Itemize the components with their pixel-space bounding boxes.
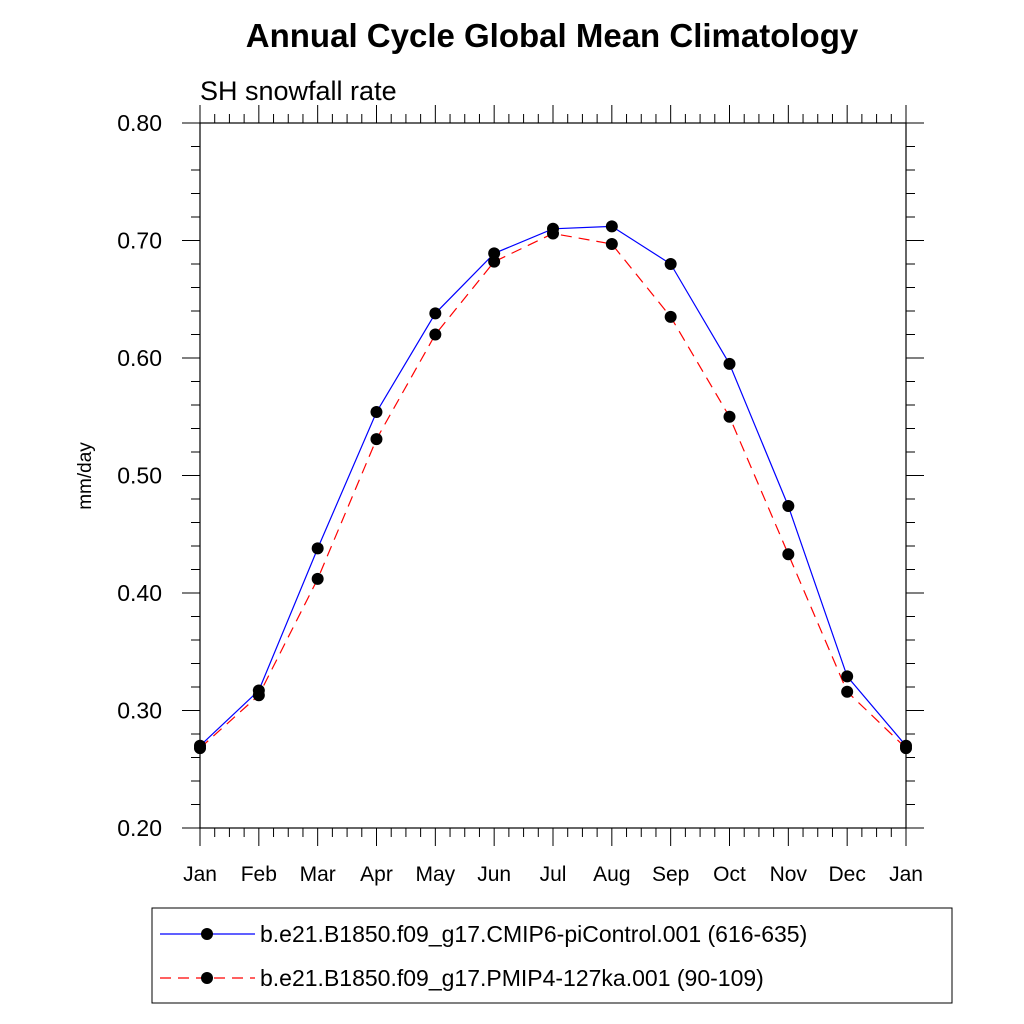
y-tick-label: 0.80 — [117, 110, 162, 136]
legend-marker-127ka — [201, 972, 213, 984]
x-tick-label: Jun — [477, 863, 511, 886]
series-1-point — [605, 238, 618, 251]
x-tick-label: Feb — [241, 863, 277, 886]
x-tick-label: Sep — [652, 863, 689, 886]
y-axis-label: mm/day — [75, 442, 96, 510]
series-1-point — [664, 310, 677, 323]
series-0-point — [664, 258, 677, 270]
legend: b.e21.B1850.f09_g17.CMIP6-piControl.001 … — [151, 907, 953, 1004]
legend-box — [151, 907, 953, 1004]
chart-title: Annual Cycle Global Mean Climatology — [246, 17, 859, 54]
series-0-point — [605, 220, 618, 233]
legend-label-127ka: b.e21.B1850.f09_g17.PMIP4-127ka.001 (90-… — [260, 965, 764, 991]
series-1-point — [547, 227, 559, 240]
x-tick-label: May — [415, 863, 455, 886]
series-0-point — [429, 307, 442, 320]
series-1-point — [252, 689, 265, 702]
legend-label-control: b.e21.B1850.f09_g17.CMIP6-piControl.001 … — [260, 921, 807, 947]
x-tick-label: Apr — [360, 863, 393, 886]
series-1-point — [311, 572, 324, 585]
series-layer — [194, 220, 912, 755]
x-tick-label: Aug — [593, 863, 630, 886]
y-tick-label: 0.70 — [117, 228, 162, 254]
y-tick-label: 0.40 — [117, 580, 162, 606]
x-tick-label: Jan — [183, 863, 217, 886]
series-1-point — [723, 410, 736, 423]
series-0-point — [488, 247, 501, 260]
series-1-point — [782, 548, 795, 561]
x-tick-label: Dec — [828, 863, 865, 886]
series-0-point — [311, 542, 324, 555]
series-1-point — [841, 685, 854, 698]
legend-marker-control — [201, 928, 213, 940]
x-tick-label: Nov — [770, 863, 808, 886]
y-tick-labels: 0.20 0.30 0.40 0.50 0.60 0.70 0.80 — [117, 110, 162, 841]
x-tick-label: Jul — [540, 863, 567, 886]
y-tick-label: 0.20 — [117, 815, 162, 841]
x-tick-label: Mar — [300, 863, 336, 886]
series-0-point — [782, 500, 795, 513]
series-1-point — [370, 433, 383, 446]
series-1-point — [429, 328, 442, 341]
axis-ticks — [182, 105, 924, 846]
series-1-point — [488, 255, 501, 268]
x-tick-labels: Jan Feb Mar Apr May Jun Jul Aug Sep Oct Nov Dec Jan — [183, 863, 923, 886]
x-tick-label: Oct — [713, 863, 746, 886]
series-line-0 — [199, 225, 907, 747]
y-tick-label: 0.50 — [117, 463, 162, 489]
series-0-point — [723, 357, 736, 370]
series-0-point — [841, 670, 854, 683]
series-line-1 — [199, 232, 907, 749]
y-tick-label: 0.30 — [117, 698, 162, 724]
plot-frame — [199, 122, 907, 829]
x-tick-label: Jan — [889, 863, 923, 886]
series-0-point — [370, 406, 383, 419]
chart-subtitle: SH snowfall rate — [200, 76, 397, 106]
y-tick-label: 0.60 — [117, 345, 162, 371]
